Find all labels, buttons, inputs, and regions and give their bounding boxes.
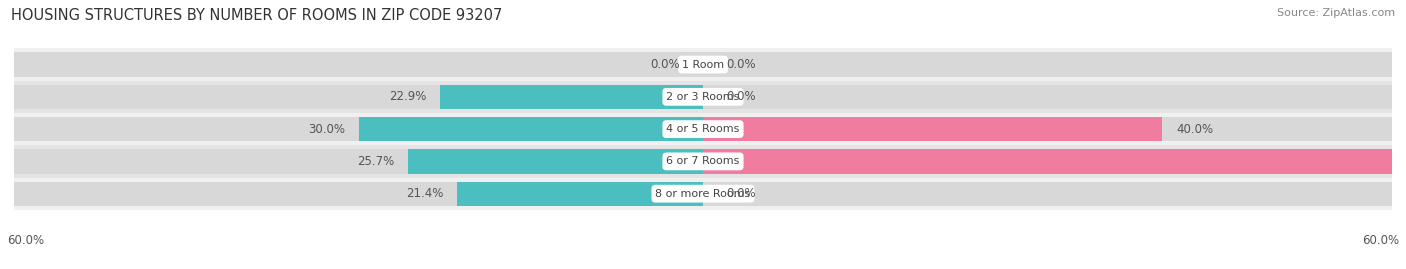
Text: 0.0%: 0.0% — [725, 187, 755, 200]
Bar — [14, 117, 1392, 141]
Text: Source: ZipAtlas.com: Source: ZipAtlas.com — [1277, 8, 1395, 18]
Text: 8 or more Rooms: 8 or more Rooms — [655, 189, 751, 199]
Legend: Owner-occupied, Renter-occupied: Owner-occupied, Renter-occupied — [572, 266, 834, 269]
Bar — [14, 85, 1392, 109]
Text: HOUSING STRUCTURES BY NUMBER OF ROOMS IN ZIP CODE 93207: HOUSING STRUCTURES BY NUMBER OF ROOMS IN… — [11, 8, 502, 23]
Text: 6 or 7 Rooms: 6 or 7 Rooms — [666, 156, 740, 167]
Text: 1 Room: 1 Room — [682, 59, 724, 70]
Bar — [14, 52, 1392, 77]
Text: 22.9%: 22.9% — [389, 90, 426, 103]
Text: 0.0%: 0.0% — [651, 58, 681, 71]
Text: 4 or 5 Rooms: 4 or 5 Rooms — [666, 124, 740, 134]
Text: 2 or 3 Rooms: 2 or 3 Rooms — [666, 92, 740, 102]
Bar — [14, 48, 1392, 81]
Text: 25.7%: 25.7% — [357, 155, 394, 168]
Bar — [703, 149, 1392, 174]
Bar — [408, 149, 703, 174]
Text: 60.0%: 60.0% — [1362, 235, 1399, 247]
Bar — [14, 182, 1392, 206]
Bar — [14, 113, 1392, 145]
Bar — [14, 178, 1392, 210]
Bar — [440, 85, 703, 109]
Bar — [703, 117, 1163, 141]
Bar — [14, 149, 1392, 174]
Text: 60.0%: 60.0% — [7, 235, 44, 247]
Bar — [14, 81, 1392, 113]
Text: 21.4%: 21.4% — [406, 187, 443, 200]
Text: 0.0%: 0.0% — [725, 58, 755, 71]
Bar — [14, 145, 1392, 178]
Text: 40.0%: 40.0% — [1175, 123, 1213, 136]
Text: 0.0%: 0.0% — [725, 90, 755, 103]
Bar — [359, 117, 703, 141]
Bar — [457, 182, 703, 206]
Text: 30.0%: 30.0% — [308, 123, 344, 136]
